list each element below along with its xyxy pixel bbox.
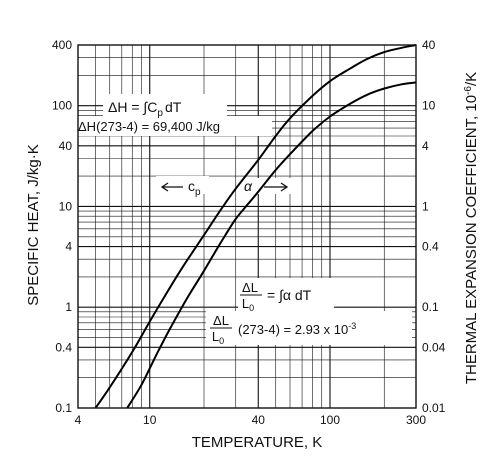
- dh-label-blank: [103, 94, 227, 118]
- cp-label-blank: [156, 176, 209, 194]
- dl-fraction-den-main: L: [242, 296, 249, 311]
- x-tick-label: 10: [143, 413, 157, 427]
- x-tick-label: 300: [406, 413, 426, 427]
- x-tick-label: 4: [75, 413, 82, 427]
- series-line-cp: [94, 44, 417, 409]
- y-tick-label-right: 1: [422, 199, 429, 213]
- y-tick-label-right: 0.1: [422, 300, 439, 314]
- plot-frame: [77, 44, 417, 409]
- y-tick-label-right: 0.4: [422, 240, 439, 254]
- dl-fraction-den-sub: 0: [249, 303, 254, 313]
- y-axis-left-label: SPECIFIC HEAT, J/kg·K: [25, 144, 42, 305]
- label-blanks: [74, 94, 412, 345]
- y-tick-label-left: 4: [65, 240, 72, 254]
- alpha-label: α: [244, 178, 253, 194]
- dl-equation-rhs: = ∫α dT: [267, 287, 312, 303]
- y-tick-label-right: 40: [422, 38, 436, 52]
- dl-value-text: (273-4) = 2.93 x 10-3: [238, 321, 356, 337]
- dl-fraction-num: ΔL: [242, 280, 258, 295]
- x-tick-label: 40: [252, 413, 266, 427]
- x-axis-label: TEMPERATURE, K: [192, 434, 323, 451]
- y-axis-right-label-unit: /K: [463, 72, 480, 86]
- series-line-alpha: [126, 81, 417, 409]
- dh-value: ΔH(273-4) = 69,400 J/kg: [78, 119, 220, 134]
- x-tick-label: 100: [320, 413, 340, 427]
- cp-arrow-icon: [160, 182, 183, 192]
- cp-label-sub: p: [195, 187, 201, 198]
- series-layer: [94, 44, 417, 409]
- dh-equation: ΔH = ∫Cp dT: [108, 99, 182, 119]
- alpha-label-blank: [240, 178, 292, 194]
- y-tick-label-left: 1: [65, 300, 72, 314]
- y-tick-label-right: 10: [422, 99, 436, 113]
- dh-equation-rhs: dT: [165, 99, 182, 115]
- cp-label-main: c: [188, 178, 195, 194]
- dl-equation: ΔL L0 = ∫α dT: [240, 280, 312, 313]
- y-tick-label-left: 0.4: [55, 340, 72, 354]
- tick-labels: 4 10 40 100 3000.10.41410401004000.010.040.1…: [52, 38, 446, 427]
- dl-fraction-den: L0: [242, 296, 254, 313]
- dl-value-num: ΔL: [213, 313, 229, 328]
- dh-equation-lhs: ΔH = ∫C: [108, 99, 157, 115]
- y-tick-label-left: 40: [59, 139, 73, 153]
- y-tick-label-right: 0.01: [422, 401, 446, 415]
- cp-curve-label: cp: [160, 178, 201, 198]
- y-tick-label-left: 400: [52, 38, 72, 52]
- alpha-arrow-icon: [264, 182, 289, 192]
- dl-value: ΔL L0 (273-4) = 2.93 x 10-3: [210, 313, 356, 346]
- y-axis-right-label: THERMAL EXPANSION COEFFICIENT, 10-6/K: [463, 72, 480, 384]
- dh-equation-sub: p: [157, 108, 163, 119]
- cp-label: cp: [188, 178, 201, 198]
- dl-value-text-main: (273-4) = 2.93 x 10: [238, 322, 348, 337]
- y-tick-label-left: 0.1: [55, 401, 72, 415]
- dl-value-den: L0: [212, 329, 224, 346]
- y-tick-label-left: 100: [52, 99, 72, 113]
- dl-value-den-sub: 0: [219, 336, 224, 346]
- dh-value-blank: [74, 116, 272, 136]
- alpha-curve-label: α: [244, 178, 289, 194]
- dl-value-blank: [206, 311, 412, 345]
- y-axis-right-label-exp: -6: [463, 86, 474, 95]
- dl-value-text-exp: -3: [348, 321, 356, 331]
- y-axis-right-label-main: THERMAL EXPANSION COEFFICIENT, 10: [463, 95, 480, 384]
- dl-value-den-main: L: [212, 329, 219, 344]
- y-tick-label-left: 10: [59, 199, 73, 213]
- y-tick-label-right: 4: [422, 139, 429, 153]
- y-tick-label-right: 0.04: [422, 340, 446, 354]
